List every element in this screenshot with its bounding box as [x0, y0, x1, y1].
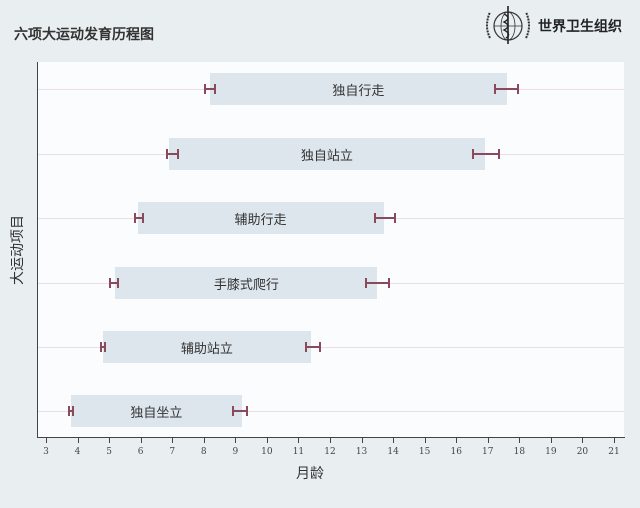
- range-bar: 独自站立: [169, 138, 485, 170]
- start-error-bar: [99, 342, 107, 352]
- plot-area: [38, 62, 624, 437]
- x-tick-label: 21: [608, 447, 620, 457]
- end-error-bar: [364, 278, 391, 288]
- range-bar: 辅助站立: [102, 331, 312, 363]
- x-tick-label: 5: [106, 447, 112, 457]
- range-bar: 辅助行走: [137, 202, 384, 234]
- x-tick-label: 19: [545, 447, 557, 457]
- end-error-bar: [232, 406, 248, 416]
- x-tick-label: 10: [261, 447, 273, 457]
- x-tick: [77, 438, 79, 443]
- end-error-bar: [304, 342, 321, 352]
- end-error-bar: [494, 84, 520, 94]
- start-error-bar: [134, 213, 145, 223]
- x-axis: [37, 437, 625, 438]
- x-tick: [172, 438, 174, 443]
- x-tick: [519, 438, 521, 443]
- y-axis: [37, 62, 38, 437]
- x-tick-label: 16: [450, 447, 462, 457]
- y-axis-label: 大运动项目: [10, 215, 26, 285]
- x-tick: [46, 438, 47, 443]
- grid-line: [38, 411, 624, 412]
- chart-title: 六项大运动发育历程图: [14, 27, 154, 43]
- grid-line: [38, 347, 624, 348]
- x-tick: [550, 438, 552, 443]
- start-error-bar: [203, 84, 217, 94]
- x-axis-label: 月龄: [296, 466, 324, 482]
- x-tick: [424, 438, 426, 443]
- who-logo: 世界卫生组织: [480, 4, 622, 48]
- x-tick: [235, 438, 237, 443]
- who-emblem-icon: [486, 6, 530, 44]
- range-bar: 独自行走: [210, 73, 507, 105]
- x-tick-label: 8: [200, 447, 207, 457]
- x-tick: [614, 438, 615, 443]
- x-tick-label: 12: [324, 447, 336, 457]
- x-tick: [109, 438, 111, 443]
- x-tick: [361, 438, 363, 443]
- x-tick-label: 7: [169, 447, 176, 457]
- x-tick-label: 18: [513, 447, 526, 457]
- x-tick: [393, 438, 395, 443]
- x-tick: [330, 438, 331, 443]
- x-tick: [456, 438, 458, 443]
- x-tick: [266, 438, 268, 443]
- end-error-bar: [472, 149, 501, 159]
- x-tick: [203, 438, 205, 443]
- end-error-bar: [374, 213, 397, 223]
- x-tick-label: 17: [482, 447, 494, 457]
- x-tick-label: 9: [232, 447, 239, 457]
- x-tick-label: 4: [74, 447, 81, 457]
- start-error-bar: [165, 149, 179, 159]
- start-error-bar: [68, 406, 75, 416]
- range-bar: 手膝式爬行: [115, 267, 378, 299]
- who-logo-text: 世界卫生组织: [538, 19, 622, 35]
- x-tick: [298, 438, 300, 443]
- x-tick-label: 20: [576, 447, 589, 457]
- x-tick-label: 15: [418, 447, 431, 457]
- x-tick: [582, 438, 584, 443]
- x-tick-label: 14: [387, 447, 399, 457]
- range-bar: 独自坐立: [71, 395, 242, 427]
- x-tick-label: 6: [137, 447, 144, 457]
- start-error-bar: [109, 278, 120, 288]
- x-tick-label: 13: [355, 447, 368, 457]
- x-tick: [140, 438, 142, 443]
- x-tick-label: 3: [43, 447, 49, 457]
- x-tick: [487, 438, 489, 443]
- x-tick-label: 11: [292, 447, 305, 457]
